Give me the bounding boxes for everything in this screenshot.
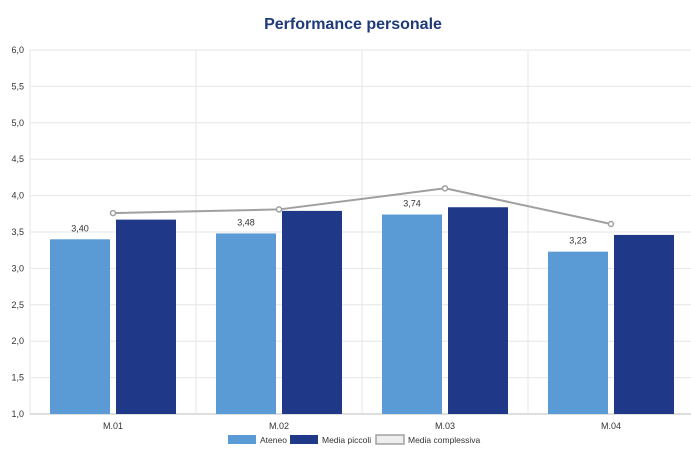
y-tick-label: 2,0: [11, 336, 24, 346]
x-tick-label: M.01: [103, 421, 123, 431]
bar: [50, 239, 110, 414]
bar: [548, 251, 608, 414]
bar: [614, 234, 674, 414]
data-labels: 3,40 3,48 3,74 3,23: [71, 199, 587, 246]
bar: [116, 219, 176, 414]
y-axis: 1,0 1,5 2,0 2,5 3,0 3,5 4,0 4,5 5,0 5,5 6,0: [11, 45, 24, 419]
bars: [50, 207, 674, 414]
y-tick-label: 2,5: [11, 300, 24, 310]
legend-swatch: [375, 434, 405, 445]
line-point: [607, 220, 615, 228]
legend-swatch: [228, 435, 256, 444]
y-tick-label: 1,0: [11, 409, 24, 419]
x-tick-label: M.03: [435, 421, 455, 431]
y-tick-label: 3,0: [11, 263, 24, 273]
bar: [448, 207, 508, 414]
x-tick-label: M.04: [601, 421, 621, 431]
y-tick-label: 4,5: [11, 154, 24, 164]
x-axis: M.01 M.02 M.03 M.04: [103, 421, 621, 431]
bar: [382, 214, 442, 414]
line-series: [109, 185, 615, 228]
legend-label: Ateneo: [260, 435, 287, 445]
bar: [216, 233, 276, 414]
data-label: 3,40: [71, 223, 89, 233]
legend-label: Media complessiva: [408, 435, 481, 445]
legend-label: Media piccoli: [322, 435, 371, 445]
line-point: [275, 206, 283, 213]
y-tick-label: 5,5: [11, 81, 24, 91]
y-tick-label: 6,0: [11, 45, 24, 55]
bar: [282, 210, 342, 414]
line-point: [109, 209, 117, 217]
legend: Ateneo Media piccoli Media complessiva: [228, 434, 481, 445]
chart-title: Performance personale: [264, 16, 442, 33]
data-label: 3,74: [403, 199, 421, 209]
line-point: [441, 185, 449, 192]
y-tick-label: 1,5: [11, 373, 24, 383]
y-tick-label: 4,0: [11, 191, 24, 201]
data-label: 3,48: [237, 217, 255, 227]
x-tick-label: M.02: [269, 421, 289, 431]
series-line: [112, 187, 612, 225]
y-tick-label: 5,0: [11, 118, 24, 128]
legend-swatch: [290, 435, 318, 444]
y-tick-label: 3,5: [11, 227, 24, 237]
data-label: 3,23: [569, 236, 587, 246]
